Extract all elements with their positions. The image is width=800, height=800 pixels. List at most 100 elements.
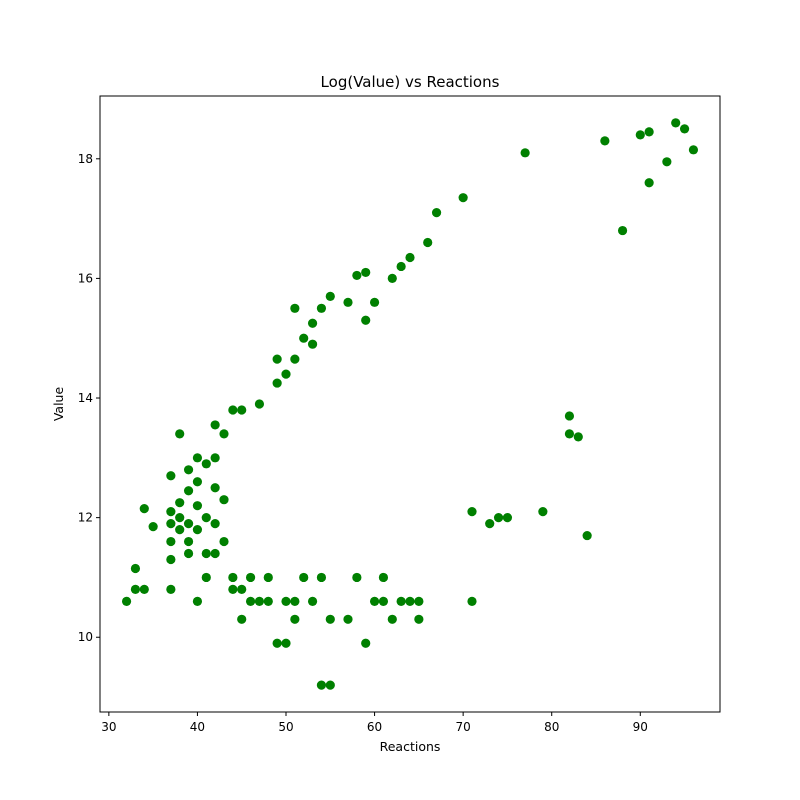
data-point [396, 261, 406, 272]
data-point [688, 145, 699, 155]
y-axis: 10 12 14 16 18 [78, 152, 100, 644]
data-point [679, 124, 690, 134]
data-point [290, 303, 300, 313]
data-point [387, 614, 397, 624]
data-point [228, 584, 238, 595]
data-point [201, 572, 211, 583]
data-point [254, 596, 265, 606]
data-point [210, 519, 220, 529]
data-point [538, 507, 548, 517]
y-tick-label: 10 [78, 630, 93, 644]
data-point [192, 453, 203, 463]
data-point [467, 596, 477, 606]
data-point [192, 596, 203, 606]
data-point [183, 548, 194, 559]
x-tick-label: 50 [278, 720, 293, 734]
data-point [564, 429, 575, 439]
data-point [361, 315, 371, 325]
data-point [166, 554, 176, 565]
data-point [139, 584, 149, 595]
x-axis: 30 40 50 60 70 80 90 [101, 712, 648, 734]
data-point [175, 429, 185, 439]
data-point [130, 584, 141, 595]
data-point [378, 572, 389, 583]
data-point [183, 519, 194, 529]
data-point [307, 318, 318, 328]
data-point [245, 596, 256, 606]
data-point [281, 596, 291, 606]
data-point [352, 270, 362, 281]
data-point [192, 477, 203, 487]
data-point [166, 471, 176, 481]
data-point [254, 399, 265, 409]
data-point [405, 596, 415, 606]
data-point [263, 596, 273, 606]
data-point [245, 572, 256, 583]
data-point [183, 486, 194, 496]
data-point [617, 225, 628, 236]
data-point [192, 501, 203, 511]
data-point [175, 513, 185, 523]
data-point [369, 596, 380, 606]
data-point [237, 584, 247, 595]
data-point [644, 127, 654, 137]
y-tick-label: 18 [78, 152, 93, 166]
data-point [369, 297, 380, 307]
data-point [378, 596, 389, 606]
data-point [272, 638, 282, 648]
data-point [148, 522, 158, 532]
data-point [316, 303, 327, 313]
data-point [671, 118, 681, 128]
data-point [307, 596, 318, 606]
data-point [325, 614, 335, 624]
data-point [183, 536, 194, 547]
data-point [201, 548, 211, 559]
data-point [573, 432, 583, 442]
data-point [166, 507, 176, 517]
data-point [210, 420, 220, 430]
data-point [210, 453, 220, 463]
data-point [219, 429, 229, 439]
data-point [299, 572, 309, 583]
data-point [201, 459, 211, 469]
y-axis-label: Value [51, 387, 66, 422]
data-point [467, 507, 477, 517]
data-point [263, 572, 273, 583]
data-point [325, 291, 335, 301]
data-point [396, 596, 406, 606]
data-point [237, 614, 247, 624]
data-point [130, 563, 141, 574]
data-point [175, 524, 185, 535]
data-point [272, 378, 282, 388]
data-point [405, 252, 415, 263]
data-point [493, 513, 504, 523]
x-tick-label: 60 [367, 720, 382, 734]
data-point [502, 513, 513, 523]
data-point [458, 193, 468, 203]
data-point [219, 536, 229, 547]
x-tick-label: 90 [633, 720, 648, 734]
data-point [228, 572, 238, 583]
data-point [361, 638, 371, 648]
data-point [316, 572, 327, 583]
data-point [307, 339, 318, 349]
chart-title: Log(Value) vs Reactions [321, 73, 500, 91]
data-point [210, 483, 220, 493]
x-tick-label: 80 [544, 720, 559, 734]
y-tick-label: 14 [78, 391, 93, 405]
data-points [121, 118, 699, 690]
data-point [662, 157, 672, 167]
data-point [316, 680, 327, 690]
y-tick-label: 12 [78, 511, 93, 525]
data-point [272, 354, 282, 364]
data-point [237, 405, 247, 415]
data-point [414, 614, 424, 624]
y-tick-label: 16 [78, 271, 93, 285]
data-point [325, 680, 335, 690]
data-point [635, 130, 645, 140]
data-point [290, 614, 300, 624]
data-point [299, 333, 309, 343]
data-point [290, 354, 300, 364]
